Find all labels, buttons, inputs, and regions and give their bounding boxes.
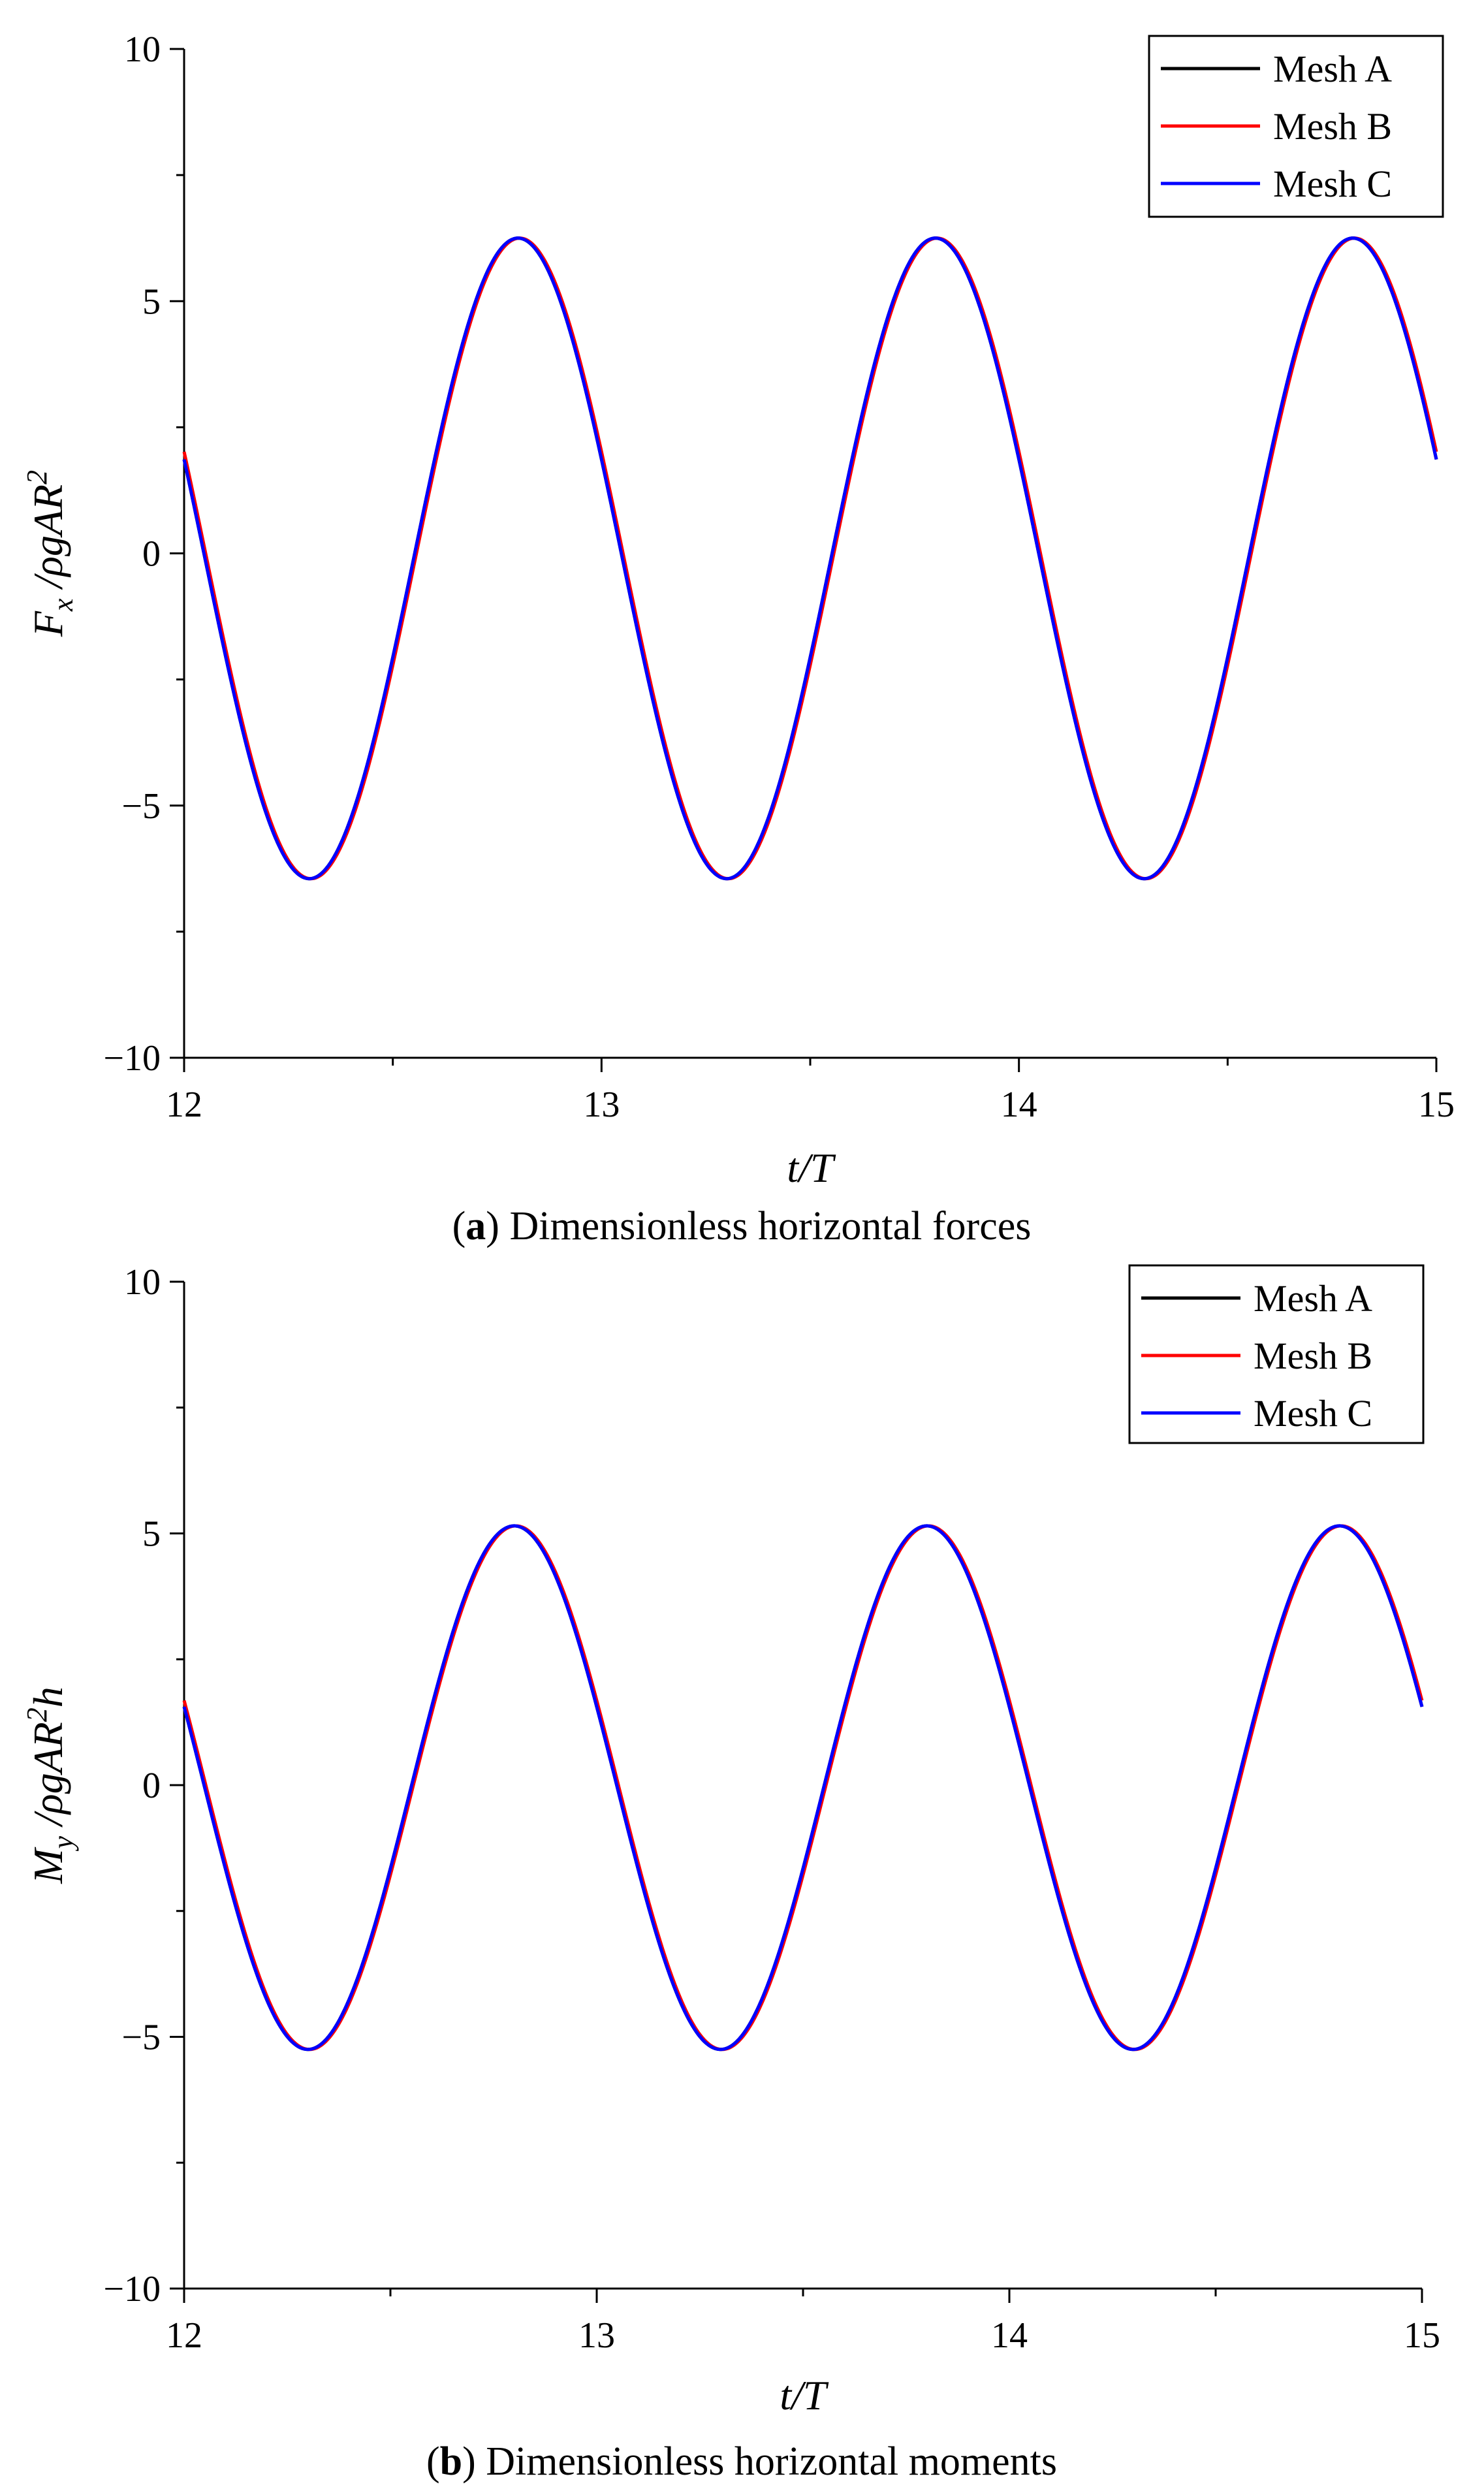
y-tick-label: 10	[124, 29, 161, 70]
chart-panel-b: 12 13 14 15 −10 −5 0 5 10 Mesh A Mesh B Mesh C t/T My…	[21, 1262, 1440, 2484]
y-axis-title: My /ρgAR2h	[21, 1687, 79, 1884]
caption-text: Dimensionless horizontal moments	[476, 2439, 1057, 2484]
legend-entry: Mesh B	[1254, 1335, 1372, 1377]
y-tick-label: 0	[142, 534, 161, 575]
caption-letter: b	[440, 2439, 462, 2484]
x-tick-label: 14	[1001, 1085, 1037, 1125]
series-line-mesh-c	[182, 236, 1438, 881]
figure-caption: (a) Dimensionless horizontal forces	[452, 1204, 1032, 1248]
legend: Mesh A Mesh B Mesh C	[1128, 1264, 1425, 1444]
chart-panel-a: 12 13 14 15 −10 −5 0 5 10 Mesh A Mesh B Mesh C t/T Fx…	[21, 29, 1455, 1248]
y-tick-label: −5	[121, 2018, 161, 2058]
y-tick-label: 0	[142, 1766, 161, 1806]
x-axis-title: t/T	[787, 1145, 836, 1191]
x-tick-label: 12	[166, 2315, 202, 2356]
x-tick-label: 13	[578, 2315, 615, 2356]
y-tick-label: −10	[103, 1038, 161, 1079]
y-axis-title-part: 2	[21, 1707, 53, 1722]
caption-letter: a	[466, 1204, 486, 1248]
legend-entry: Mesh C	[1254, 1392, 1372, 1435]
y-axis-title-part: /ρgAR	[25, 484, 71, 599]
x-tick-label: 15	[1404, 2315, 1440, 2356]
x-axis-title: t/T	[780, 2372, 829, 2418]
y-axis-title-part: y	[47, 1835, 79, 1851]
x-tick-label: 14	[991, 2315, 1028, 2356]
x-tick-label: 12	[166, 1085, 202, 1125]
x-tick-label: 15	[1418, 1085, 1455, 1125]
y-axis-title-part: F	[25, 610, 71, 637]
y-axis-title-part: M	[25, 1847, 71, 1884]
y-tick-label: 5	[142, 1514, 161, 1555]
legend-entry: Mesh B	[1273, 105, 1392, 148]
x-tick-label: 13	[583, 1085, 620, 1125]
y-tick-label: −10	[103, 2269, 161, 2309]
y-tick-label: 10	[124, 1262, 161, 1303]
legend: Mesh A Mesh B Mesh C	[1148, 35, 1444, 218]
series-line-mesh-c	[182, 1524, 1424, 2052]
y-axis-title-part: h	[25, 1687, 71, 1707]
y-tick-label: 5	[142, 281, 161, 322]
y-tick-label: −5	[121, 786, 161, 827]
legend-entry: Mesh A	[1254, 1277, 1372, 1320]
figure-caption: (b) Dimensionless horizontal moments	[426, 2439, 1057, 2484]
caption-text: Dimensionless horizontal forces	[499, 1204, 1031, 1248]
y-axis-title: Fx /ρgAR2	[21, 470, 79, 637]
legend-entry: Mesh A	[1273, 48, 1392, 90]
y-axis-title-part: x	[47, 598, 79, 612]
y-axis-title-part: 2	[21, 470, 53, 484]
legend-entry: Mesh C	[1273, 163, 1392, 205]
y-axis-title-part: /ρgAR	[25, 1722, 71, 1836]
